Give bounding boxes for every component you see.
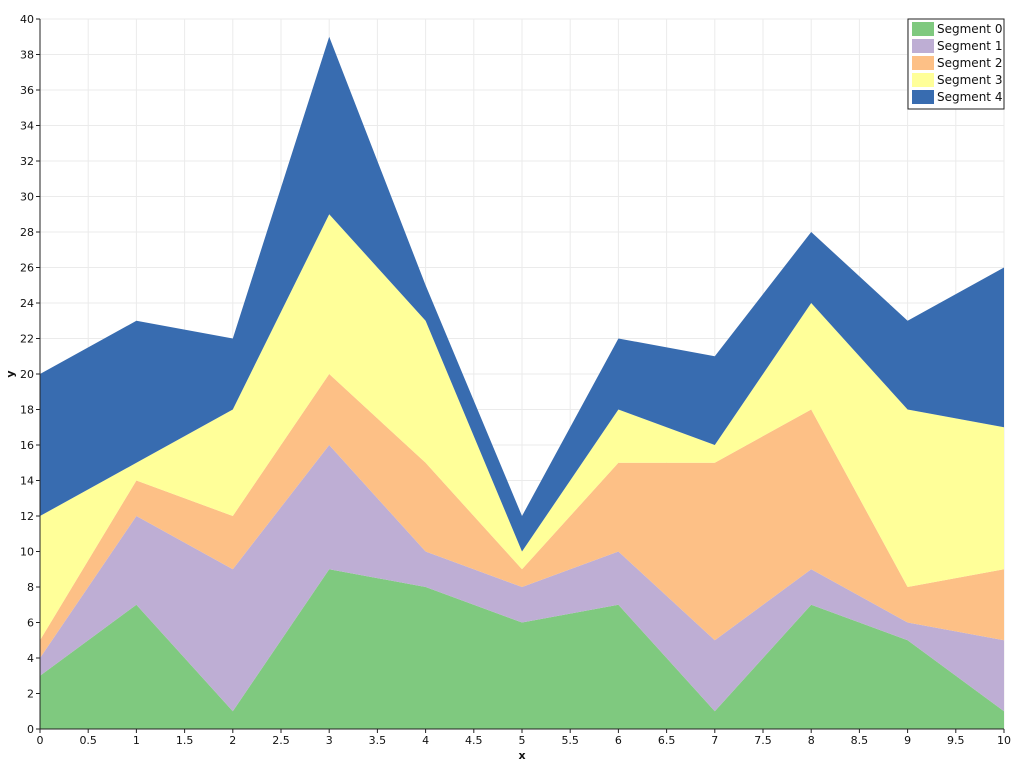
y-tick-label: 14 <box>20 475 34 488</box>
y-tick-label: 10 <box>20 546 34 559</box>
legend-swatch-0 <box>912 22 934 36</box>
legend-swatch-1 <box>912 39 934 53</box>
x-axis-label: x <box>518 749 525 762</box>
x-tick-label: 4.5 <box>465 734 483 747</box>
y-tick-label: 20 <box>20 368 34 381</box>
x-tick-label: 9.5 <box>947 734 965 747</box>
x-tick-label: 6.5 <box>658 734 676 747</box>
y-tick-label: 22 <box>20 333 34 346</box>
y-axis-label: y <box>4 370 17 377</box>
area-series <box>40 36 1004 729</box>
y-tick-label: 4 <box>27 652 34 665</box>
legend-label-1: Segment 1 <box>937 39 1002 53</box>
x-tick-label: 4 <box>422 734 429 747</box>
x-tick-label: 7.5 <box>754 734 772 747</box>
area-segment-0 <box>40 569 1004 729</box>
y-tick-label: 28 <box>20 226 34 239</box>
legend-swatch-3 <box>912 73 934 87</box>
legend-label-2: Segment 2 <box>937 56 1002 70</box>
x-tick-label: 3.5 <box>369 734 387 747</box>
x-tick-labels: 0 0.5 1 1.5 2 2.5 3 3.5 4 4.5 5 5.5 6 6.5 7 7.5 8 8.5 9 9.5… <box>37 729 1011 747</box>
legend-swatch-2 <box>912 56 934 70</box>
legend-swatch-4 <box>912 90 934 104</box>
x-tick-label: 2.5 <box>272 734 290 747</box>
x-tick-label: 8 <box>808 734 815 747</box>
legend-label-0: Segment 0 <box>937 22 1002 36</box>
y-tick-label: 38 <box>20 49 34 62</box>
x-tick-label: 8.5 <box>851 734 869 747</box>
legend: Segment 0 Segment 1 Segment 2 Segment 3 Segm… <box>907 18 1005 110</box>
area-segment-3 <box>40 214 1004 641</box>
x-tick-label: 10 <box>997 734 1011 747</box>
y-tick-label: 12 <box>20 510 34 523</box>
x-tick-label: 1 <box>133 734 140 747</box>
area-segment-2 <box>40 374 1004 658</box>
x-tick-label: 5 <box>519 734 526 747</box>
legend-label-4: Segment 4 <box>937 90 1002 104</box>
x-tick-label: 3 <box>326 734 333 747</box>
x-tick-label: 2 <box>229 734 236 747</box>
x-tick-label: 6 <box>615 734 622 747</box>
y-tick-label: 18 <box>20 404 34 417</box>
y-tick-label: 16 <box>20 439 34 452</box>
y-tick-label: 24 <box>20 297 34 310</box>
x-tick-label: 7 <box>711 734 718 747</box>
y-tick-label: 34 <box>20 120 34 133</box>
legend-label-3: Segment 3 <box>937 73 1002 87</box>
y-tick-label: 8 <box>27 581 34 594</box>
y-tick-label: 40 <box>20 13 34 26</box>
y-tick-label: 26 <box>20 262 34 275</box>
y-tick-label: 36 <box>20 84 34 97</box>
y-tick-label: 0 <box>27 723 34 736</box>
area-segment-4 <box>40 36 1004 552</box>
x-tick-label: 1.5 <box>176 734 194 747</box>
x-tick-label: 0.5 <box>79 734 97 747</box>
y-tick-label: 32 <box>20 155 34 168</box>
area-segment-1 <box>40 445 1004 712</box>
y-tick-label: 6 <box>27 617 34 630</box>
y-tick-label: 2 <box>27 688 34 701</box>
x-tick-label: 0 <box>37 734 44 747</box>
x-tick-label: 5.5 <box>561 734 579 747</box>
y-tick-label: 30 <box>20 191 34 204</box>
x-tick-label: 9 <box>904 734 911 747</box>
